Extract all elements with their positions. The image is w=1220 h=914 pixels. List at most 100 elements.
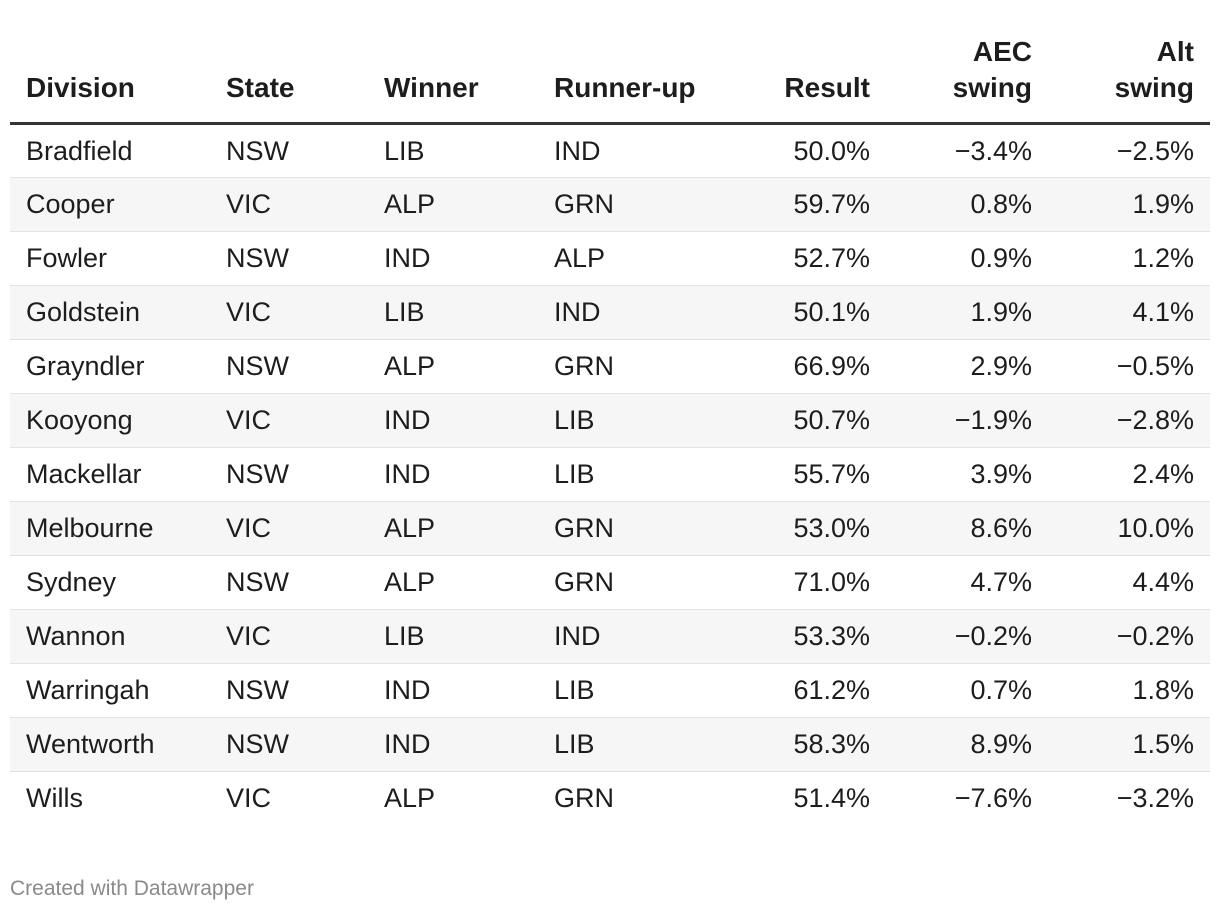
table-row: Kooyong VIC IND LIB 50.7% −1.9% −2.8% [10, 393, 1210, 448]
cell-alt-swing: 1.2% [1048, 231, 1210, 286]
cell-division: Wannon [10, 609, 210, 664]
cell-state: NSW [210, 717, 368, 772]
cell-state: VIC [210, 609, 368, 664]
cell-runner-up: LIB [538, 717, 724, 772]
table-row: Wills VIC ALP GRN 51.4% −7.6% −3.2% [10, 772, 1210, 826]
table-header: Division State Winner Runner-up Result AEC swi… [10, 34, 1210, 125]
column-header-label: Alt [1156, 36, 1194, 67]
table-body: Bradfield NSW LIB IND 50.0% −3.4% −2.5% Cooper V… [10, 123, 1210, 826]
cell-result: 50.7% [724, 393, 886, 448]
cell-runner-up: IND [538, 285, 724, 340]
cell-winner: ALP [368, 555, 538, 610]
column-header-state: State [210, 34, 368, 125]
column-header-division: Division [10, 34, 210, 125]
cell-result: 53.3% [724, 609, 886, 664]
results-table: Division State Winner Runner-up Result AEC swi… [10, 34, 1210, 826]
cell-state: VIC [210, 501, 368, 556]
table-row: Wentworth NSW IND LIB 58.3% 8.9% 1.5% [10, 717, 1210, 772]
cell-winner: IND [368, 717, 538, 772]
cell-winner: ALP [384, 783, 436, 814]
cell-alt-swing: −0.2% [1048, 609, 1210, 664]
cell-runner-up: GRN [538, 501, 724, 556]
cell-alt-swing: 1.8% [1048, 663, 1210, 718]
cell-division: Melbourne [10, 501, 210, 556]
column-header-label: State [226, 72, 295, 103]
table-row: Melbourne VIC ALP GRN 53.0% 8.6% 10.0% [10, 501, 1210, 556]
cell-division: Fowler [10, 231, 210, 286]
table-row: Fowler NSW IND ALP 52.7% 0.9% 1.2% [10, 231, 1210, 286]
cell-runner-up: GRN [538, 555, 724, 610]
cell-result: 58.3% [724, 717, 886, 772]
cell-division: Wentworth [10, 717, 210, 772]
cell-aec-swing: 4.7% [886, 555, 1048, 610]
cell-winner: ALP [368, 177, 538, 232]
cell-division: Sydney [10, 555, 210, 610]
column-header-label: swing [952, 72, 1032, 103]
cell-alt-swing: −3.2% [1116, 783, 1194, 814]
datawrapper-credit: Created with Datawrapper [10, 877, 254, 900]
column-header-label: Division [26, 72, 135, 103]
results-table-container: Division State Winner Runner-up Result AEC swi… [10, 34, 1210, 826]
cell-state: NSW [210, 339, 368, 394]
cell-winner: IND [368, 231, 538, 286]
column-header-label: Runner-up [554, 72, 696, 103]
cell-result: 50.0% [724, 123, 886, 178]
cell-runner-up: LIB [538, 393, 724, 448]
cell-alt-swing: 1.9% [1048, 177, 1210, 232]
cell-aec-swing: 2.9% [886, 339, 1048, 394]
table-row: Grayndler NSW ALP GRN 66.9% 2.9% −0.5% [10, 339, 1210, 394]
cell-alt-swing: −2.8% [1048, 393, 1210, 448]
cell-aec-swing: 1.9% [886, 285, 1048, 340]
table-row: Wannon VIC LIB IND 53.3% −0.2% −0.2% [10, 609, 1210, 664]
cell-state: NSW [210, 123, 368, 178]
cell-alt-swing: −2.5% [1048, 123, 1210, 178]
cell-alt-swing: 4.1% [1048, 285, 1210, 340]
cell-division: Mackellar [10, 447, 210, 502]
cell-runner-up: GRN [554, 783, 614, 814]
table-row: Cooper VIC ALP GRN 59.7% 0.8% 1.9% [10, 177, 1210, 232]
cell-division: Wills [26, 783, 83, 814]
cell-division: Grayndler [10, 339, 210, 394]
cell-division: Bradfield [10, 123, 210, 178]
cell-state: VIC [210, 285, 368, 340]
cell-aec-swing: −1.9% [886, 393, 1048, 448]
cell-state: NSW [210, 231, 368, 286]
cell-winner: ALP [368, 501, 538, 556]
cell-alt-swing: 10.0% [1048, 501, 1210, 556]
cell-runner-up: LIB [538, 447, 724, 502]
cell-division: Goldstein [10, 285, 210, 340]
table-row: Mackellar NSW IND LIB 55.7% 3.9% 2.4% [10, 447, 1210, 502]
table-row: Sydney NSW ALP GRN 71.0% 4.7% 4.4% [10, 555, 1210, 610]
cell-aec-swing: 8.9% [886, 717, 1048, 772]
cell-result: 71.0% [724, 555, 886, 610]
cell-result: 51.4% [793, 783, 870, 814]
cell-winner: LIB [368, 123, 538, 178]
cell-aec-swing: 3.9% [886, 447, 1048, 502]
cell-state: NSW [210, 663, 368, 718]
cell-result: 59.7% [724, 177, 886, 232]
cell-aec-swing: 0.9% [886, 231, 1048, 286]
column-header-alt-swing: Alt swing [1048, 34, 1210, 125]
cell-aec-swing: −0.2% [886, 609, 1048, 664]
table-row: Bradfield NSW LIB IND 50.0% −3.4% −2.5% [10, 123, 1210, 178]
cell-state: NSW [210, 555, 368, 610]
cell-runner-up: LIB [538, 663, 724, 718]
column-header-runner-up: Runner-up [538, 34, 724, 125]
cell-winner: LIB [368, 285, 538, 340]
cell-winner: IND [368, 663, 538, 718]
cell-winner: ALP [368, 339, 538, 394]
cell-division: Warringah [10, 663, 210, 718]
cell-alt-swing: 2.4% [1048, 447, 1210, 502]
cell-result: 55.7% [724, 447, 886, 502]
cell-division: Kooyong [10, 393, 210, 448]
column-header-label: Winner [384, 72, 479, 103]
cell-result: 53.0% [724, 501, 886, 556]
cell-state: VIC [210, 177, 368, 232]
cell-runner-up: IND [538, 123, 724, 178]
header-row: Division State Winner Runner-up Result AEC swi… [10, 34, 1210, 125]
cell-result: 52.7% [724, 231, 886, 286]
column-header-result: Result [724, 34, 886, 125]
table-row: Goldstein VIC LIB IND 50.1% 1.9% 4.1% [10, 285, 1210, 340]
cell-winner: IND [368, 447, 538, 502]
cell-result: 50.1% [724, 285, 886, 340]
